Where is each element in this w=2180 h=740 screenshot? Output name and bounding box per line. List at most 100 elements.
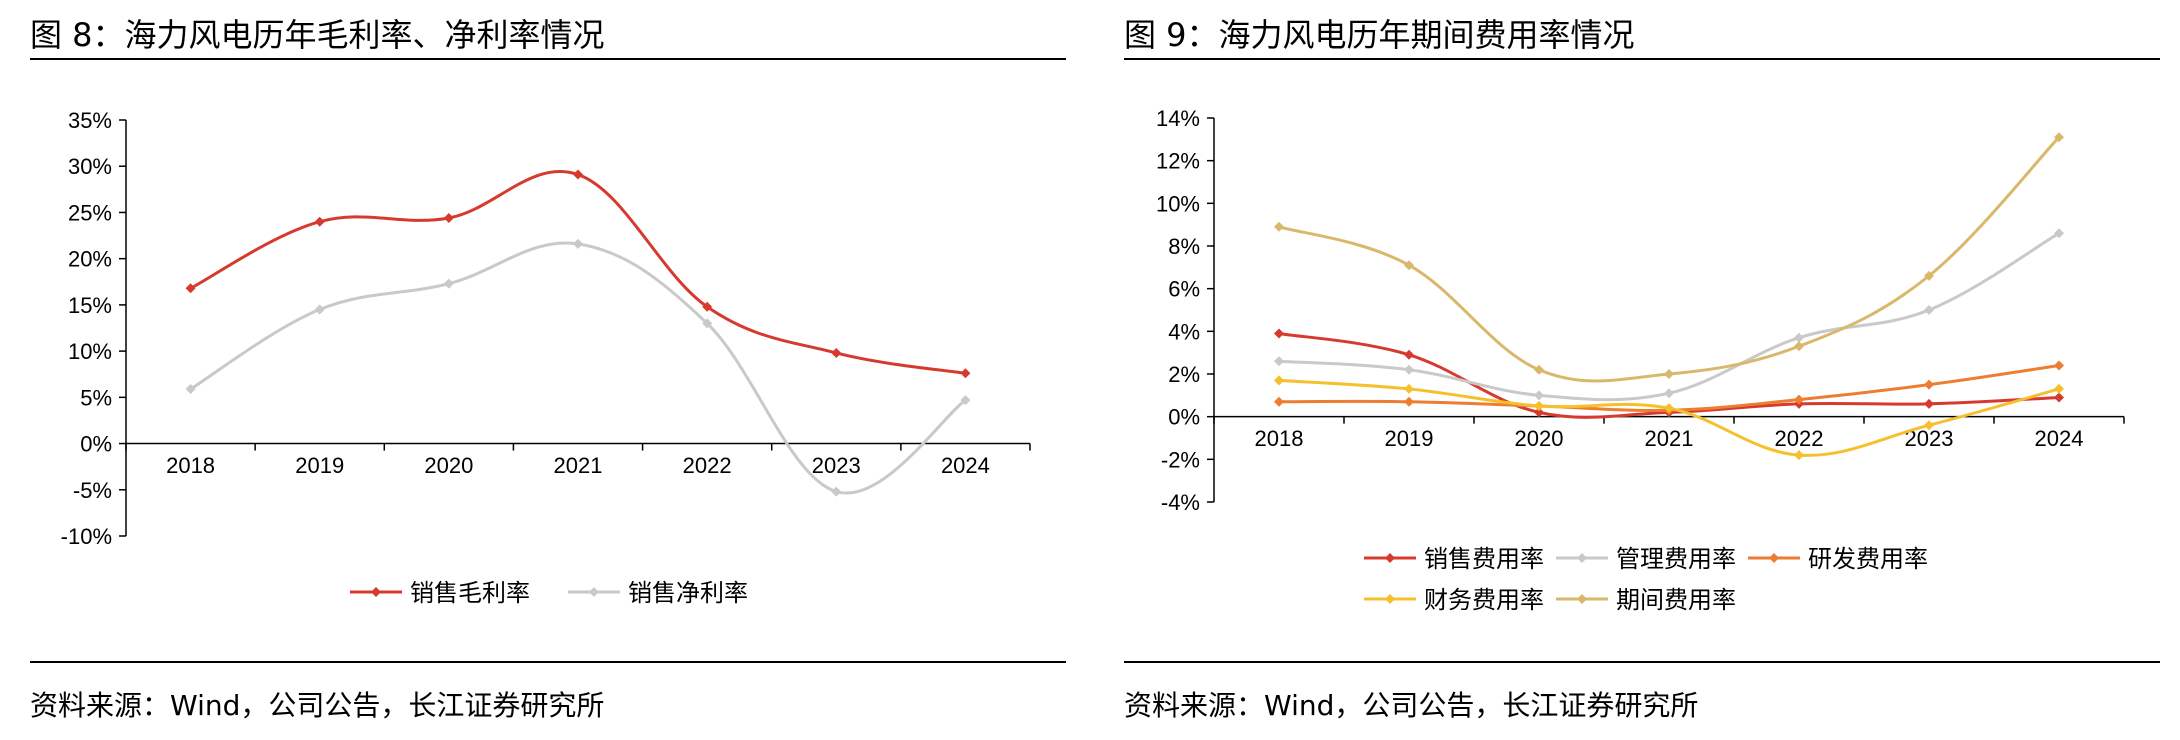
y-tick-label: 15%: [68, 293, 112, 318]
series-4-point: [2054, 383, 2064, 394]
legend-label: 销售毛利率: [410, 579, 530, 607]
series-2-point: [1794, 332, 1804, 343]
legend-label: 研发费用率: [1808, 545, 1928, 573]
x-tick-label: 2022: [1775, 426, 1824, 451]
series-5-point: [1664, 369, 1674, 379]
legend-marker: [371, 587, 381, 597]
series-5-point: [1924, 270, 1934, 281]
source-rule: [30, 661, 1066, 663]
series-3-point: [1924, 379, 1934, 390]
y-tick-label: 0%: [80, 432, 112, 457]
series-4-point: [1664, 403, 1674, 414]
y-tick-label: 8%: [1168, 234, 1200, 259]
gross-net-margin-line-chart: -10% -5% 0% 5% 10% 15% 20% 25% 30% 35% 2018 2019 202…: [61, 108, 1031, 607]
y-tick-label: -4%: [1161, 490, 1200, 515]
series-1-point: [2054, 392, 2064, 403]
series-3-point: [2054, 360, 2064, 371]
legend-label: 销售费用率: [1424, 545, 1544, 573]
x-tick-label: 2022: [683, 453, 732, 478]
series-5-line: [1278, 136, 2061, 383]
series-1-point: [960, 368, 971, 379]
legend-marker: [1577, 594, 1587, 604]
series-2-point: [1924, 305, 1934, 315]
series-5-point: [1794, 341, 1804, 352]
x-tick-label: 2021: [554, 453, 603, 478]
series-4-point: [1274, 375, 1284, 386]
series-2-point: [573, 238, 583, 249]
series-2-point: [443, 278, 454, 289]
series-5-point: [1534, 364, 1544, 375]
x-tick-label: 2024: [941, 453, 990, 478]
y-tick-label: 0%: [1168, 405, 1200, 430]
x-tick-label: 2018: [166, 453, 215, 478]
figure-title: 图 9：海力风电历年期间费用率情况: [1124, 16, 1635, 54]
x-tick-label: 2019: [1385, 426, 1434, 451]
y-tick-label: 14%: [1156, 106, 1200, 131]
y-tick-label: 35%: [68, 108, 112, 133]
x-tick-label: 2019: [295, 453, 344, 478]
title-rule: [1124, 58, 2160, 60]
y-tick-label: 10%: [68, 339, 112, 364]
source-note: 资料来源：Wind，公司公告，长江证券研究所: [30, 689, 605, 722]
series-3-point: [1274, 396, 1284, 407]
y-tick-label: 12%: [1156, 149, 1200, 174]
legend-marker: [1769, 553, 1779, 563]
series-1-point: [1404, 349, 1414, 360]
series-4-point: [1924, 420, 1934, 431]
series-2-point: [1664, 388, 1674, 399]
x-tick-label: 2020: [424, 453, 473, 478]
legend-label: 财务费用率: [1424, 586, 1544, 614]
legend-marker: [1385, 553, 1395, 563]
series-2-point: [960, 395, 971, 406]
left-figure-panel: 图 8：海力风电历年毛利率、净利率情况 -10% -5% 0% 5% 10% 15% 20%…: [30, 0, 1066, 740]
series-2-point: [1274, 356, 1284, 367]
legend-marker: [1385, 594, 1395, 604]
x-tick-label: 2018: [1255, 426, 1304, 451]
series-1-point: [702, 301, 713, 312]
legend-label: 销售净利率: [628, 579, 748, 607]
legend-label: 期间费用率: [1616, 586, 1736, 614]
series-4-point: [1534, 401, 1544, 411]
expense-ratio-line-chart: -4% -2% 0% 2% 4% 6% 8% 10% 12% 14% 2018 2019 2020 202…: [1156, 106, 2125, 614]
series-1-point: [314, 216, 325, 227]
y-tick-label: -10%: [61, 524, 112, 549]
series-2-point: [702, 318, 713, 329]
series-2-point: [1404, 364, 1414, 375]
series-5-point: [1274, 221, 1284, 232]
series-2-point: [314, 304, 325, 315]
series-1-point: [1274, 328, 1284, 339]
legend-marker: [1577, 553, 1587, 563]
x-tick-label: 2021: [1645, 426, 1694, 451]
y-tick-label: 20%: [68, 247, 112, 272]
series-5-point: [2054, 132, 2064, 143]
y-tick-label: 4%: [1168, 319, 1200, 344]
source-rule: [1124, 661, 2160, 663]
legend-marker: [589, 587, 599, 597]
series-3-point: [1794, 394, 1804, 405]
y-tick-label: 30%: [68, 154, 112, 179]
y-tick-label: -5%: [73, 478, 112, 503]
y-tick-label: -2%: [1161, 447, 1200, 472]
series-2-point: [2054, 228, 2064, 239]
series-5-point: [1404, 260, 1414, 271]
series-1-point: [185, 283, 196, 294]
x-tick-label: 2024: [2035, 426, 2084, 451]
source-note: 资料来源：Wind，公司公告，长江证券研究所: [1124, 689, 1699, 722]
x-tick-label: 2023: [812, 453, 861, 478]
figure-title: 图 8：海力风电历年毛利率、净利率情况: [30, 16, 605, 54]
y-tick-label: 6%: [1168, 277, 1200, 302]
y-tick-label: 5%: [80, 385, 112, 410]
y-tick-label: 2%: [1168, 362, 1200, 387]
y-tick-label: 10%: [1156, 191, 1200, 216]
series-1-point: [831, 347, 842, 358]
right-figure-panel: 图 9：海力风电历年期间费用率情况 -4% -2% 0% 2% 4% 6% 8% 10% 12%…: [1124, 0, 2160, 740]
series-1-line: [189, 170, 966, 375]
series-1-point: [573, 169, 583, 180]
series-1-point: [443, 212, 454, 223]
title-rule: [30, 58, 1066, 60]
series-4-point: [1404, 383, 1414, 394]
series-4-point: [1794, 450, 1804, 461]
series-1-point: [1534, 407, 1544, 418]
series-2-point: [1534, 390, 1544, 401]
series-1-point: [1924, 398, 1934, 409]
